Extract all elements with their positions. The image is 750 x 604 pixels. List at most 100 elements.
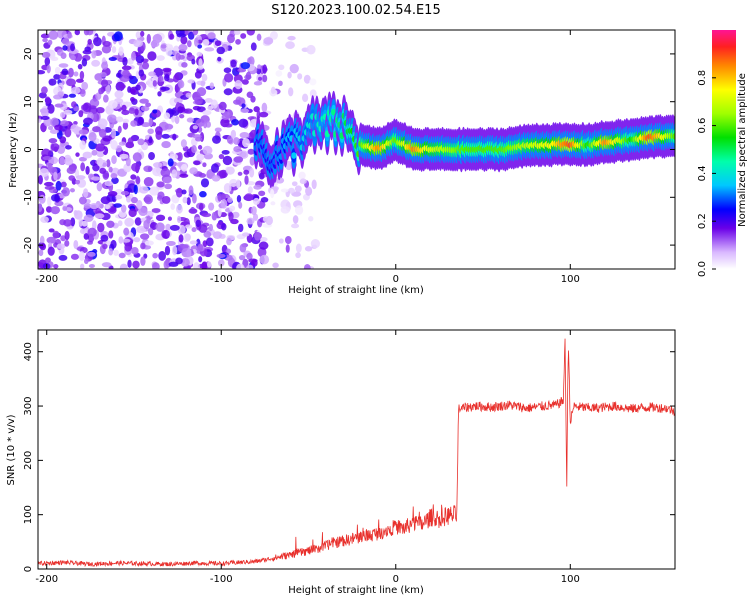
spectrogram-cell <box>96 157 104 167</box>
spectrogram-cell <box>231 118 240 126</box>
spectrogram-cell <box>223 182 232 193</box>
spectrogram-cell <box>303 263 311 269</box>
spectrogram-cell <box>79 70 85 80</box>
spectrogram-cell <box>198 224 208 233</box>
spectrogram-cell <box>63 109 73 115</box>
spectrogram-cell <box>294 205 304 215</box>
spectrogram-cell <box>200 178 210 188</box>
spectrogram-cell <box>162 67 172 73</box>
spectrogram-cell <box>142 61 150 70</box>
spectrogram-cell <box>197 145 203 150</box>
spectrogram-cell <box>229 205 236 212</box>
spectrogram-cell <box>252 197 260 205</box>
spectrogram-cell <box>185 92 192 98</box>
spectrogram-cell <box>198 58 203 68</box>
spectrogram-cell <box>180 163 188 172</box>
spectrogram-cell <box>140 30 145 37</box>
spectrogram-cell <box>261 102 268 113</box>
spectrogram-cell <box>48 78 57 86</box>
spectrogram-cell <box>98 128 107 138</box>
spectrogram-cell <box>285 235 292 245</box>
spectrogram-cell <box>161 133 170 139</box>
spectrogram-cell <box>258 190 266 197</box>
spectrogram-cell <box>189 240 198 245</box>
spectrogram-cell <box>164 73 170 82</box>
snr-x-label: Height of straight line (km) <box>288 585 424 596</box>
spectrogram-cell <box>38 92 47 99</box>
spectrogram-cell <box>115 72 122 78</box>
spectrogram-cell <box>182 196 188 204</box>
spectrogram-cell <box>60 235 67 242</box>
spectrogram-cell <box>39 243 47 251</box>
spectrogram-cell <box>148 151 155 161</box>
spectrogram-cell <box>233 99 241 105</box>
spectrogram-cell <box>257 64 262 70</box>
spectrogram-cell <box>162 176 172 184</box>
spectrogram-cell <box>38 203 43 212</box>
spectrogram-cell <box>138 207 148 217</box>
spectrogram-cell <box>229 178 238 188</box>
spectrogram-cell <box>47 162 53 173</box>
spectrogram-cell <box>167 158 174 167</box>
spectrogram-cell <box>218 154 225 160</box>
spectrogram-cell <box>50 117 59 128</box>
spectrogram-cell <box>158 250 167 261</box>
spectrogram-cell <box>275 177 285 184</box>
spectrogram-cell <box>103 204 111 210</box>
spectrogram-cell <box>156 181 165 188</box>
y-tick-label: 20 <box>23 48 34 61</box>
spectrogram-cell <box>204 97 213 103</box>
snr-trace <box>38 338 675 568</box>
y-tick-label: -20 <box>23 237 34 253</box>
x-tick-label: -200 <box>35 274 58 285</box>
spectrogram-cell <box>73 239 79 250</box>
spectrogram-cell <box>197 44 203 49</box>
spectrogram-cell <box>280 206 291 214</box>
spectrogram-cell <box>68 93 76 98</box>
spectrogram-cell <box>289 63 299 74</box>
spectrogram-cell <box>225 166 235 175</box>
spectrogram-cell <box>121 104 127 112</box>
spectrogram-cell <box>49 129 59 134</box>
y-tick-label: 0 <box>23 566 34 572</box>
spectrogram-cell <box>185 224 193 229</box>
spectrogram-cell <box>259 237 268 242</box>
spectrogram-cell <box>190 245 199 251</box>
spectrogram-cell <box>221 113 230 120</box>
spectrogram-cell <box>102 94 109 103</box>
spectrogram-cell <box>244 175 249 185</box>
spectrogram-cell <box>185 233 191 241</box>
spectrogram-cell <box>50 51 56 60</box>
spectrogram-cell <box>143 177 154 187</box>
spectrogram-cell <box>311 179 317 190</box>
spectrogram-cell <box>148 117 153 127</box>
x-tick-label: 100 <box>561 274 580 285</box>
spectrogram-cell <box>148 71 156 77</box>
spectrogram-cell <box>75 179 81 185</box>
spectrogram-cell <box>258 172 265 180</box>
spectrogram-cell <box>100 79 109 88</box>
spectrogram-cell <box>67 31 72 39</box>
spectrogram-cell <box>194 37 199 47</box>
spectrogram-cell <box>119 76 130 83</box>
spectrogram-cell <box>158 75 164 83</box>
spectrogram-cell <box>117 220 123 227</box>
spectrogram-cell <box>122 118 129 124</box>
spectrogram-cell <box>101 61 109 70</box>
spectrogram-cell <box>106 159 111 168</box>
spectrogram-cell <box>68 175 76 181</box>
spectrogram-cell <box>66 166 76 175</box>
spectrogram-cell <box>107 114 117 123</box>
spectrogram-cell <box>233 30 241 36</box>
spectrogram-cell <box>157 91 162 97</box>
spectrogram-cell <box>106 220 115 228</box>
spectrogram-cell <box>89 98 100 108</box>
spectrogram-cell <box>178 234 184 243</box>
spectrogram-cell <box>55 180 62 191</box>
spectrogram-cell <box>71 86 81 95</box>
spectrogram-cell <box>130 51 136 61</box>
spectrogram-cell <box>287 35 296 41</box>
spectrogram-cell <box>78 129 89 135</box>
spectrogram-cell <box>238 118 249 128</box>
spectrogram-cell <box>310 238 321 249</box>
